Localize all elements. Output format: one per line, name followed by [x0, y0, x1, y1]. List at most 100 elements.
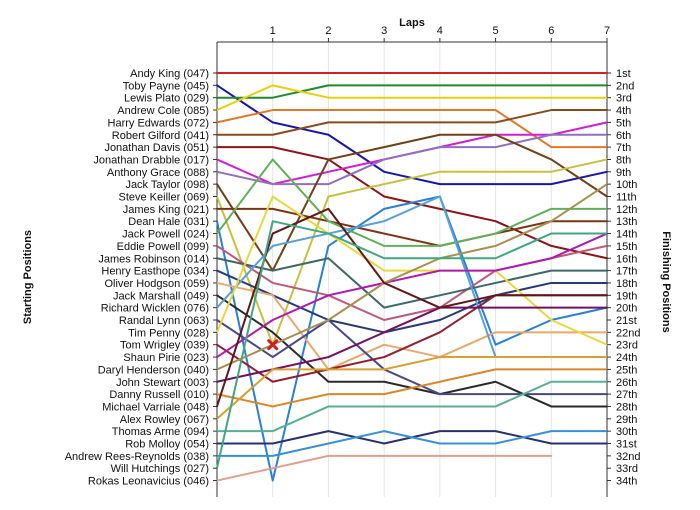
- series-line: [216, 207, 608, 408]
- starting-position-label: Harry Edwards (072): [108, 117, 209, 129]
- series-line: [216, 207, 608, 247]
- series-line: [216, 133, 608, 186]
- series-line: [216, 220, 608, 470]
- retirement-marker: [267, 339, 279, 351]
- starting-position-label: Henry Easthope (034): [101, 266, 209, 278]
- finishing-position-label: 2nd: [616, 80, 634, 92]
- starting-position-label: Lewis Plato (029): [124, 93, 209, 105]
- starting-position-label: Jack Powell (024): [122, 229, 209, 241]
- series-line: [216, 430, 608, 457]
- series-line: [216, 281, 608, 371]
- starting-position-label: Michael Varriale (048): [102, 401, 209, 413]
- series-line: [216, 380, 608, 433]
- finishing-position-label: 30th: [616, 426, 637, 438]
- series-line: [216, 84, 608, 99]
- finishing-position-label: 31st: [616, 439, 637, 451]
- starting-position-label: James King (021): [123, 204, 209, 216]
- starting-position-label: Danny Russell (010): [109, 389, 209, 401]
- series-line: [216, 158, 608, 247]
- finishing-position-label: 23rd: [616, 340, 638, 352]
- starting-position-label: Randal Lynn (063): [119, 315, 209, 327]
- series-line: [216, 183, 608, 371]
- starting-position-label: Eddie Powell (099): [117, 241, 209, 253]
- plot-frame: [216, 41, 608, 497]
- finishing-position-label: 33rd: [616, 463, 638, 475]
- starting-position-label: Andrew Cole (085): [117, 105, 209, 117]
- starting-position-label: Anthony Grace (088): [107, 167, 209, 179]
- finishing-position-label: 27th: [616, 389, 637, 401]
- starting-position-label: Dean Hale (031): [128, 216, 209, 228]
- starting-position-label: Richard Wicklen (076): [101, 303, 209, 315]
- series-line: [216, 356, 608, 420]
- finishing-position-label: 32nd: [616, 451, 640, 463]
- lap-tick-label: 6: [548, 25, 554, 37]
- finishing-position-label: 26th: [616, 377, 637, 389]
- series-line: [216, 109, 608, 149]
- finishing-position-label: 22nd: [616, 327, 640, 339]
- series-line: [216, 133, 608, 272]
- starting-position-label: Steve Keiller (069): [119, 192, 210, 204]
- lap-tick-labels: 1 2 3 4 5 6 7: [270, 25, 610, 42]
- starting-position-label: Oliver Hodgson (059): [104, 278, 209, 290]
- finishing-position-label: 14th: [616, 229, 637, 241]
- starting-position-label: Alex Rowley (067): [120, 414, 209, 426]
- starting-position-label: John Stewart (003): [116, 377, 209, 389]
- series-line: [216, 84, 608, 112]
- finishing-position-label: 16th: [616, 253, 637, 265]
- finishing-position-label: 12th: [616, 204, 637, 216]
- starting-position-label: Jack Marshall (049): [113, 290, 209, 302]
- lap-tick-label: 5: [493, 25, 499, 37]
- starting-position-label: Jack Taylor (098): [125, 179, 209, 191]
- finishing-position-label: 25th: [616, 364, 637, 376]
- lap-tick-label: 4: [437, 25, 443, 37]
- starting-position-label: Rob Molloy (054): [125, 439, 209, 451]
- starting-position-label: Jonathan Davis (051): [104, 142, 209, 154]
- series-line: [216, 319, 608, 396]
- starting-position-label: Robert Gilford (041): [112, 130, 209, 142]
- finishing-position-label: 10th: [616, 179, 637, 191]
- series-line: [216, 306, 608, 383]
- right-axis-title: Finishing Positions: [660, 231, 672, 332]
- finishing-position-label: 28th: [616, 401, 637, 413]
- starting-position-label: Tom Wrigley (039): [120, 340, 209, 352]
- finishing-position-label: 5th: [616, 117, 631, 129]
- starting-position-label: Thomas Arme (094): [112, 426, 209, 438]
- starting-position-label: Tim Penny (028): [128, 327, 209, 339]
- finishing-position-label: 24th: [616, 352, 637, 364]
- finishing-position-label: 7th: [616, 142, 631, 154]
- finishing-position-label: 3rd: [616, 93, 632, 105]
- starting-position-label: Andy King (047): [130, 68, 209, 80]
- finishing-position-label: 19th: [616, 290, 637, 302]
- series-line: [216, 269, 608, 334]
- series-line: [216, 158, 608, 346]
- series-line: [216, 232, 608, 359]
- left-axis-title: Starting Positions: [22, 230, 34, 324]
- finishing-position-label: 8th: [616, 154, 631, 166]
- finishing-position-label: 21st: [616, 315, 637, 327]
- retirement-marker-stroke: [267, 339, 279, 351]
- finishing-position-label: 4th: [616, 105, 631, 117]
- starting-position-label: Rokas Leonavicius (046): [88, 476, 209, 488]
- starting-position-label: Jonathan Drabble (017): [93, 154, 209, 166]
- starting-position-label: Andrew Rees-Reynolds (038): [65, 451, 209, 463]
- starting-position-labels: Andy King (047)Toby Payne (045)Lewis Pla…: [65, 68, 217, 488]
- finishing-position-label: 17th: [616, 266, 637, 278]
- series-line: [216, 368, 608, 408]
- starting-position-label: Toby Payne (045): [123, 80, 209, 92]
- lap-tick-label: 3: [381, 25, 387, 37]
- finishing-position-label: 20th: [616, 303, 637, 315]
- finishing-position-label: 29th: [616, 414, 637, 426]
- finishing-position-label: 1st: [616, 68, 631, 80]
- starting-position-label: Shaun Pirie (023): [123, 352, 209, 364]
- starting-position-label: James Robinson (014): [98, 253, 209, 265]
- series-line: [216, 454, 553, 482]
- starting-position-label: Will Hutchings (027): [111, 463, 209, 475]
- chart-title: Laps: [399, 17, 425, 29]
- series-lines: [216, 72, 608, 482]
- lap-tick-label: 2: [325, 25, 331, 37]
- series-line: [216, 257, 608, 309]
- finishing-position-label: 6th: [616, 130, 631, 142]
- finishing-position-label: 9th: [616, 167, 631, 179]
- finishing-position-label: 11th: [616, 192, 637, 204]
